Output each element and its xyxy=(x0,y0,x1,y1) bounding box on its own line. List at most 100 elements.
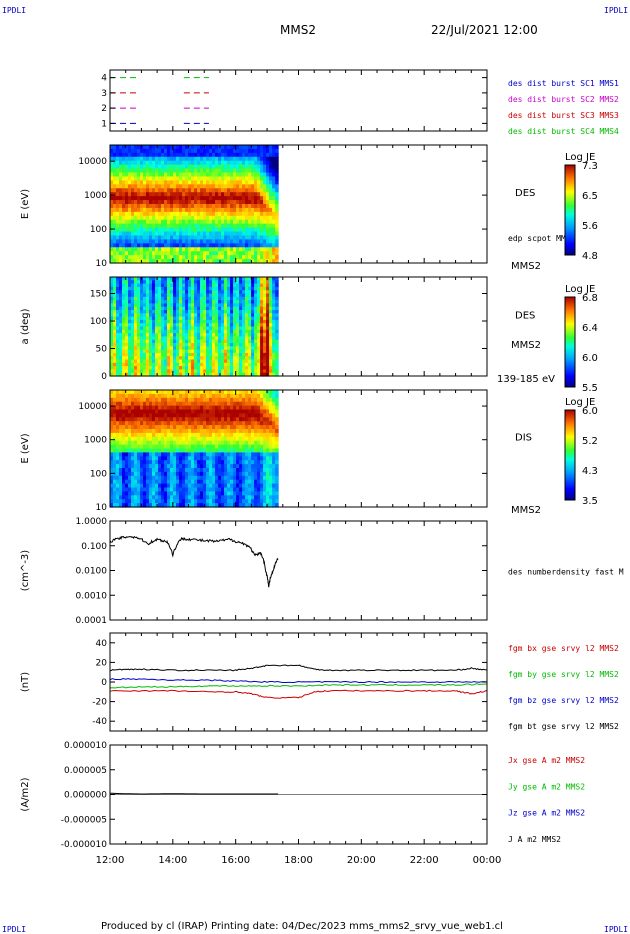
dis_energy-cell xyxy=(161,401,165,407)
dis_energy-cell xyxy=(194,464,198,469)
dis_energy-cell xyxy=(110,440,114,446)
dis_energy-cell xyxy=(149,487,153,492)
dis_energy-cell xyxy=(179,456,183,461)
des_pitch-cell xyxy=(272,280,276,285)
des_pitch-cell xyxy=(131,329,135,334)
des_energy-cell xyxy=(191,219,195,225)
des_pitch-cell xyxy=(158,329,162,334)
des_energy-cell xyxy=(275,247,279,252)
des_energy-cell xyxy=(275,184,279,189)
des_pitch-colorbar-tick: 6.0 xyxy=(582,353,598,364)
des_energy-cell xyxy=(173,152,177,158)
des_pitch-cell xyxy=(191,339,195,344)
des_pitch-cell xyxy=(233,283,237,288)
des_energy-cell xyxy=(122,196,126,201)
des_energy-cell xyxy=(233,164,237,170)
dis_energy-cell xyxy=(182,429,186,434)
dis_energy-cell xyxy=(167,444,171,450)
des_energy-cell xyxy=(230,180,234,185)
des_pitch-cell xyxy=(149,300,153,304)
des_pitch-cell xyxy=(134,369,138,374)
des_pitch-cell xyxy=(119,283,123,288)
dis_energy-cell xyxy=(158,390,162,395)
dis_energy-cell xyxy=(224,495,228,500)
des_energy-cell xyxy=(197,172,201,178)
dis_energy-cell xyxy=(131,468,135,473)
des_energy-cell xyxy=(179,168,183,174)
dis_energy-cell xyxy=(215,464,219,469)
dis_energy-cell xyxy=(194,405,198,411)
dis_energy-cell xyxy=(128,417,132,422)
des_energy-cell xyxy=(194,223,198,229)
des_energy-cell xyxy=(260,152,264,158)
des_pitch-cell xyxy=(191,356,195,361)
des_pitch-cell xyxy=(197,306,201,311)
des_energy-cell xyxy=(230,247,234,252)
dis_energy-cell xyxy=(137,432,141,438)
dis_energy-cell xyxy=(134,471,138,477)
des_pitch-cell xyxy=(245,349,249,354)
des_energy-cell xyxy=(194,227,198,233)
dis_energy-cell xyxy=(122,503,126,508)
dis_energy-cell xyxy=(176,483,180,489)
des_energy-cell xyxy=(134,176,138,181)
des_pitch-cell xyxy=(257,336,261,341)
des_pitch-cell xyxy=(191,310,195,314)
des_pitch-cell xyxy=(122,313,126,318)
dis_energy-cell xyxy=(110,425,114,430)
des_energy-cell xyxy=(146,180,150,185)
des_energy-cell xyxy=(209,160,213,166)
dis_energy-cell xyxy=(200,440,204,446)
des_energy-cell xyxy=(275,251,279,256)
dis_energy-cell xyxy=(167,448,171,453)
dis_energy-cell xyxy=(179,432,183,438)
dis_energy-cell xyxy=(197,425,201,430)
des_pitch-cell xyxy=(272,343,276,347)
des_energy-cell xyxy=(134,184,138,189)
dis_energy-cell xyxy=(110,468,114,473)
dis_energy-cell xyxy=(188,499,192,504)
des_pitch-cell xyxy=(236,303,240,308)
des_energy-cell xyxy=(173,223,177,229)
dis_energy-cell xyxy=(167,495,171,500)
des_pitch-cell xyxy=(122,323,126,328)
des_energy-cell xyxy=(212,243,216,248)
dis_energy-cell xyxy=(149,393,153,399)
des_energy-cell xyxy=(218,184,222,189)
dis_energy-cell xyxy=(245,503,249,508)
des_pitch-cell xyxy=(197,319,201,324)
des_pitch-cell xyxy=(221,369,225,374)
dis_energy-cell xyxy=(224,491,228,496)
des_energy-cell xyxy=(179,192,183,197)
des_energy-cell xyxy=(251,204,255,209)
des_energy-cell xyxy=(155,219,159,225)
dis_energy-cell xyxy=(122,479,126,485)
des_pitch-cell xyxy=(164,339,168,344)
des_pitch-cell xyxy=(230,333,234,337)
des_energy-cell xyxy=(239,184,243,189)
des_energy-cell xyxy=(113,176,117,181)
dis_energy-cell xyxy=(131,448,135,453)
des_energy-cell xyxy=(260,227,264,233)
des_energy-cell xyxy=(155,227,159,233)
des_energy-cell xyxy=(239,168,243,174)
des_pitch-cell xyxy=(143,313,147,318)
des_pitch-cell xyxy=(125,372,129,377)
dis_energy-cell xyxy=(170,460,174,465)
dis_energy-cell xyxy=(140,425,144,430)
des_pitch-cell xyxy=(116,349,120,354)
des_pitch-cell xyxy=(260,329,264,334)
des_pitch-cell xyxy=(227,303,231,308)
des_pitch-cell xyxy=(200,372,204,377)
des_energy-cell xyxy=(236,239,240,244)
des_pitch-cell xyxy=(122,349,126,354)
des_energy-cell xyxy=(179,259,183,264)
des_pitch-cell xyxy=(116,303,120,308)
des_energy-cell xyxy=(128,180,132,185)
des_energy-cell xyxy=(263,227,267,233)
des_energy-cell xyxy=(143,219,147,225)
dis_energy-cell xyxy=(155,468,159,473)
des_pitch-cell xyxy=(188,362,192,367)
des_pitch-cell xyxy=(122,352,126,357)
dis_energy-cell xyxy=(191,401,195,407)
